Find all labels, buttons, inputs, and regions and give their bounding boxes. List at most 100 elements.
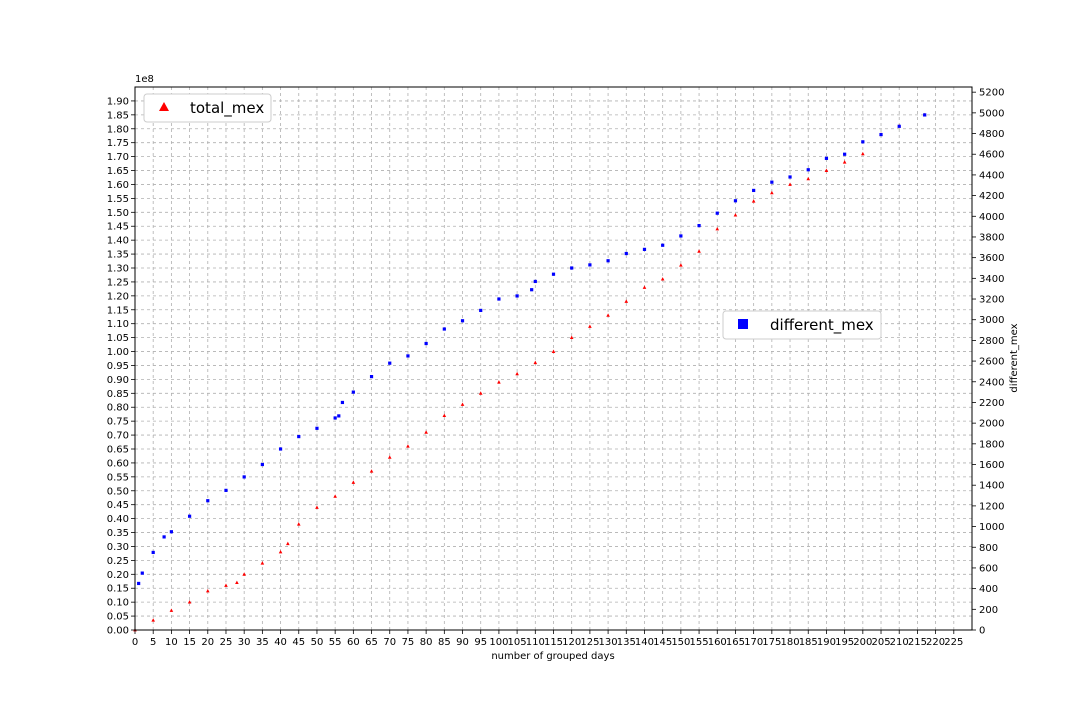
different-mex-point [879, 132, 883, 137]
different-mex-point [151, 550, 155, 555]
x-tick-label: 115 [544, 637, 563, 648]
total-mex-point [606, 313, 610, 317]
different-mex-series [137, 113, 927, 586]
y-tick-label-left: 0.85 [107, 389, 129, 400]
y-tick-label-right: 2800 [979, 336, 1004, 347]
x-tick-label: 45 [292, 637, 305, 648]
y-tick-label-right: 4800 [979, 129, 1004, 140]
legend-frame [143, 93, 272, 123]
y-tick-label-left: 0.00 [107, 626, 129, 637]
x-tick-label: 125 [580, 637, 599, 648]
x-axis-label: number of grouped days [491, 651, 614, 662]
x-tick-label: 220 [926, 637, 945, 648]
total-mex-point [660, 277, 665, 281]
different-mex-point [551, 272, 556, 276]
x-tick-label: 120 [562, 637, 581, 648]
y-tick-label-right: 1200 [979, 501, 1004, 512]
x-tick-label: 100 [489, 637, 508, 648]
total-mex-point [224, 583, 228, 587]
total-mex-point [478, 391, 483, 395]
x-tick-label: 165 [726, 637, 745, 648]
y-tick-label-right: 3800 [979, 232, 1004, 243]
y-tick-label-right: 0 [979, 626, 985, 637]
total-mex-point [751, 199, 756, 203]
offset-text: 1e8 [135, 74, 154, 85]
y-axis-right: 0 200 400 600 800 1000 1200 1400 1600 1800 2000 220… [972, 88, 1004, 637]
y-tick-label-left: 0.90 [107, 375, 129, 386]
total-mex-point [861, 151, 865, 156]
y-tick-label-right: 4200 [979, 191, 1004, 202]
total-mex-point [169, 608, 174, 612]
y-tick-label-left: 1.10 [107, 319, 129, 330]
total-mex-point [788, 182, 792, 186]
y-tick-label-right: 1400 [979, 481, 1004, 492]
different-mex-point [624, 251, 628, 256]
x-tick-label: 155 [690, 637, 709, 648]
different-mex-point [923, 113, 927, 117]
total-mex-point [369, 469, 374, 473]
y-tick-label-left: 0.50 [107, 486, 129, 497]
legend-frame [722, 310, 882, 340]
total-mex-point [642, 285, 647, 289]
y-tick-label-right: 3000 [979, 315, 1004, 326]
different-mex-point [315, 426, 319, 430]
y-tick-label-left: 1.90 [107, 96, 129, 107]
x-tick-label: 5 [150, 637, 156, 648]
y-tick-label-left: 0.70 [107, 431, 129, 442]
total-mex-point [260, 561, 265, 565]
different-mex-point [424, 341, 428, 346]
different-mex-point [297, 434, 301, 439]
different-mex-point [897, 124, 901, 128]
different-mex-point [497, 297, 501, 301]
y-tick-label-left: 0.60 [107, 458, 129, 469]
total-mex-point [151, 618, 155, 622]
different-mex-point [733, 199, 738, 203]
x-tick-label: 15 [183, 637, 196, 648]
y-tick-label-right: 4000 [979, 212, 1004, 223]
y-tick-label-right: 4600 [979, 150, 1004, 161]
x-tick-label: 25 [220, 637, 233, 648]
x-tick-label: 90 [456, 637, 469, 648]
y-tick-label-left: 1.55 [107, 194, 129, 205]
different-mex-point [140, 571, 144, 575]
x-tick-label: 20 [201, 637, 214, 648]
x-tick-label: 35 [256, 637, 269, 648]
y-tick-label-left: 0.40 [107, 514, 129, 525]
different-mex-point [206, 499, 210, 503]
y-tick-label-left: 1.40 [107, 236, 129, 247]
different-mex-point [861, 140, 865, 144]
y-tick-label-left: 1.00 [107, 347, 129, 358]
x-tick-label: 65 [365, 637, 378, 648]
y-tick-label-left: 0.15 [107, 584, 129, 595]
total-mex-point [460, 402, 465, 406]
different-mex-point [340, 400, 345, 405]
y-tick-label-left: 0.05 [107, 612, 129, 623]
different-mex-point [137, 581, 141, 586]
x-tick-label: 55 [329, 637, 342, 648]
x-axis: 0 5 10 15 20 25 30 35 40 45 50 55 60 65 70 75 80 85 90 95 10… [132, 630, 963, 648]
legend-label-total-mex: total_mex [190, 99, 264, 118]
y-axis-left: 0.00 0.05 0.10 0.15 0.20 0.25 0.30 0.35 0.40 0.45… [107, 96, 135, 637]
total-mex-point [715, 227, 720, 231]
y-tick-label-right: 1600 [979, 460, 1004, 471]
y-tick-label-left: 1.65 [107, 166, 129, 177]
y-tick-label-left: 1.15 [107, 305, 129, 316]
total-mex-point [315, 505, 319, 509]
total-mex-point [770, 190, 774, 195]
y-tick-label-left: 1.05 [107, 333, 129, 344]
different-mex-point [369, 375, 374, 379]
different-mex-point [606, 259, 610, 263]
different-mex-point [515, 294, 519, 298]
different-mex-point [460, 319, 465, 323]
different-mex-point [570, 266, 574, 270]
x-tick-label: 40 [274, 637, 287, 648]
x-tick-label: 75 [402, 637, 415, 648]
total-mex-point [205, 589, 210, 593]
y-tick-label-left: 1.80 [107, 124, 129, 135]
total-mex-point [333, 494, 337, 498]
x-tick-label: 200 [853, 637, 872, 648]
total-mex-point [624, 299, 629, 303]
total-mex-point [824, 168, 829, 172]
x-tick-label: 105 [508, 637, 527, 648]
